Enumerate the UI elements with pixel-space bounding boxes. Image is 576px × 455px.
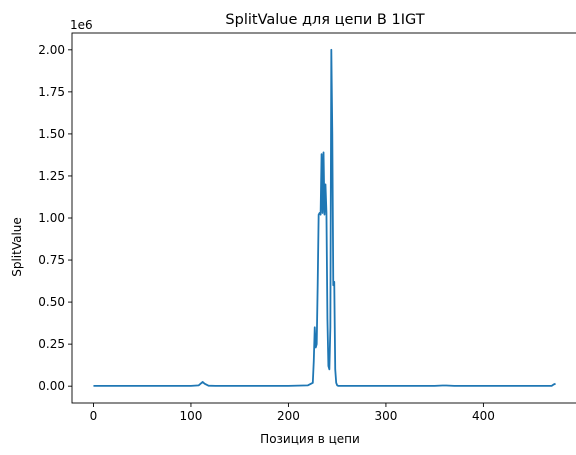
x-tick-label: 0 (90, 409, 98, 423)
y-tick-label: 0.00 (38, 379, 65, 393)
y-tick-label: 1.75 (38, 85, 65, 99)
x-tick-label: 200 (277, 409, 300, 423)
x-tick-label: 300 (374, 409, 397, 423)
plot-frame (71, 32, 576, 404)
y-tick-label: 0.25 (38, 337, 65, 351)
y-tick-label: 1.25 (38, 169, 65, 183)
x-axis-label: Позиция в цепи (260, 432, 360, 446)
x-tick-label: 100 (179, 409, 202, 423)
y-tick-label: 1.00 (38, 211, 65, 225)
y-tick-label: 2.00 (38, 43, 65, 57)
y-multiplier-label: 1e6 (70, 18, 93, 32)
y-tick-label: 0.50 (38, 295, 65, 309)
chart-title: SplitValue для цепи B 1IGT (225, 12, 424, 28)
y-tick-label: 0.75 (38, 253, 65, 267)
x-tick-label: 400 (472, 409, 495, 423)
plot-area: 0 100 200 300 400 0.00 0.25 0.50 0.75 1.00 1.25 1.5… (38, 32, 576, 423)
y-tick-label: 1.50 (38, 127, 65, 141)
series-line (93, 48, 556, 387)
y-axis-label: SplitValue (10, 217, 24, 277)
